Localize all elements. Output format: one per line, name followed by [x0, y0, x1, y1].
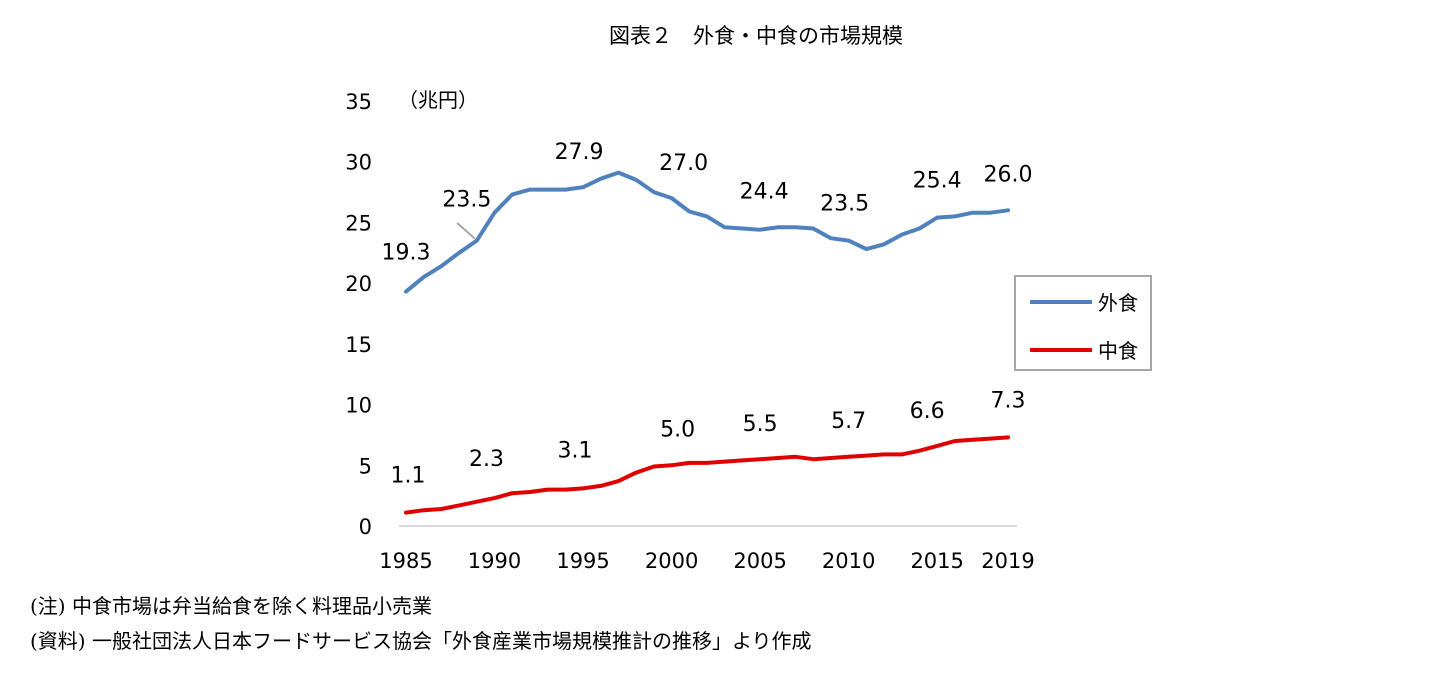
x-tick-label: 2019 — [981, 549, 1034, 573]
legend-label: 中食 — [1098, 339, 1138, 363]
data-label: 27.9 — [555, 140, 604, 165]
legend-item-nakashoku: 中食 — [1030, 335, 1138, 364]
data-label: 5.7 — [831, 409, 866, 434]
data-label: 6.6 — [910, 399, 945, 424]
data-label: 25.4 — [913, 169, 962, 194]
x-tick-label: 2000 — [645, 549, 698, 573]
y-tick-label: 10 — [345, 394, 372, 418]
data-label: 5.5 — [743, 412, 778, 437]
x-tick-label: 2010 — [822, 549, 875, 573]
data-label: 27.0 — [659, 151, 708, 176]
y-axis-unit: （兆円） — [398, 88, 478, 112]
source-note: (資料) 一般社団法人日本フードサービス協会「外食産業市場規模推計の推移」より作… — [30, 629, 812, 653]
data-label: 19.3 — [382, 241, 431, 266]
x-tick-label: 1985 — [379, 549, 432, 573]
data-label: 1.1 — [391, 464, 426, 489]
legend-swatch — [1030, 299, 1092, 304]
y-tick-label: 20 — [345, 272, 372, 296]
data-label: 2.3 — [469, 447, 504, 472]
y-tick-label: 25 — [345, 211, 372, 235]
x-tick-label: 1990 — [468, 549, 521, 573]
x-tick-label: 2005 — [733, 549, 786, 573]
legend-label: 外食 — [1098, 291, 1138, 315]
data-label: 7.3 — [991, 388, 1026, 413]
y-tick-label: 0 — [359, 515, 372, 539]
data-label: 3.1 — [558, 438, 593, 463]
data-label: 26.0 — [984, 162, 1033, 187]
y-tick-label: 15 — [345, 333, 372, 357]
x-tick-label: 1995 — [556, 549, 609, 573]
y-tick-label: 30 — [345, 151, 372, 175]
data-label: 23.5 — [820, 192, 869, 217]
data-label: 24.4 — [740, 180, 789, 205]
note: (注) 中食市場は弁当給食を除く料理品小売業 — [30, 594, 432, 618]
series-line-nakashoku — [404, 435, 1010, 515]
x-tick-label: 2015 — [910, 549, 963, 573]
y-tick-label: 5 — [359, 454, 372, 478]
data-label: 5.0 — [660, 417, 695, 442]
legend-item-gaishoku: 外食 — [1030, 287, 1138, 316]
legend: 外食 中食 — [1014, 275, 1152, 371]
chart-title: 図表２ 外食・中食の市場規模 — [609, 24, 903, 48]
leader-line — [456, 222, 476, 240]
legend-swatch — [1030, 347, 1092, 352]
series-line-gaishoku — [404, 170, 1010, 294]
y-tick-label: 35 — [345, 90, 372, 114]
data-label: 23.5 — [442, 188, 491, 213]
